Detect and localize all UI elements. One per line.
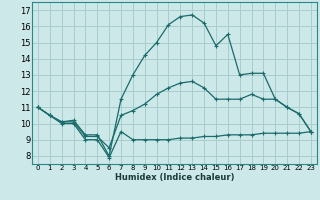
X-axis label: Humidex (Indice chaleur): Humidex (Indice chaleur) bbox=[115, 173, 234, 182]
